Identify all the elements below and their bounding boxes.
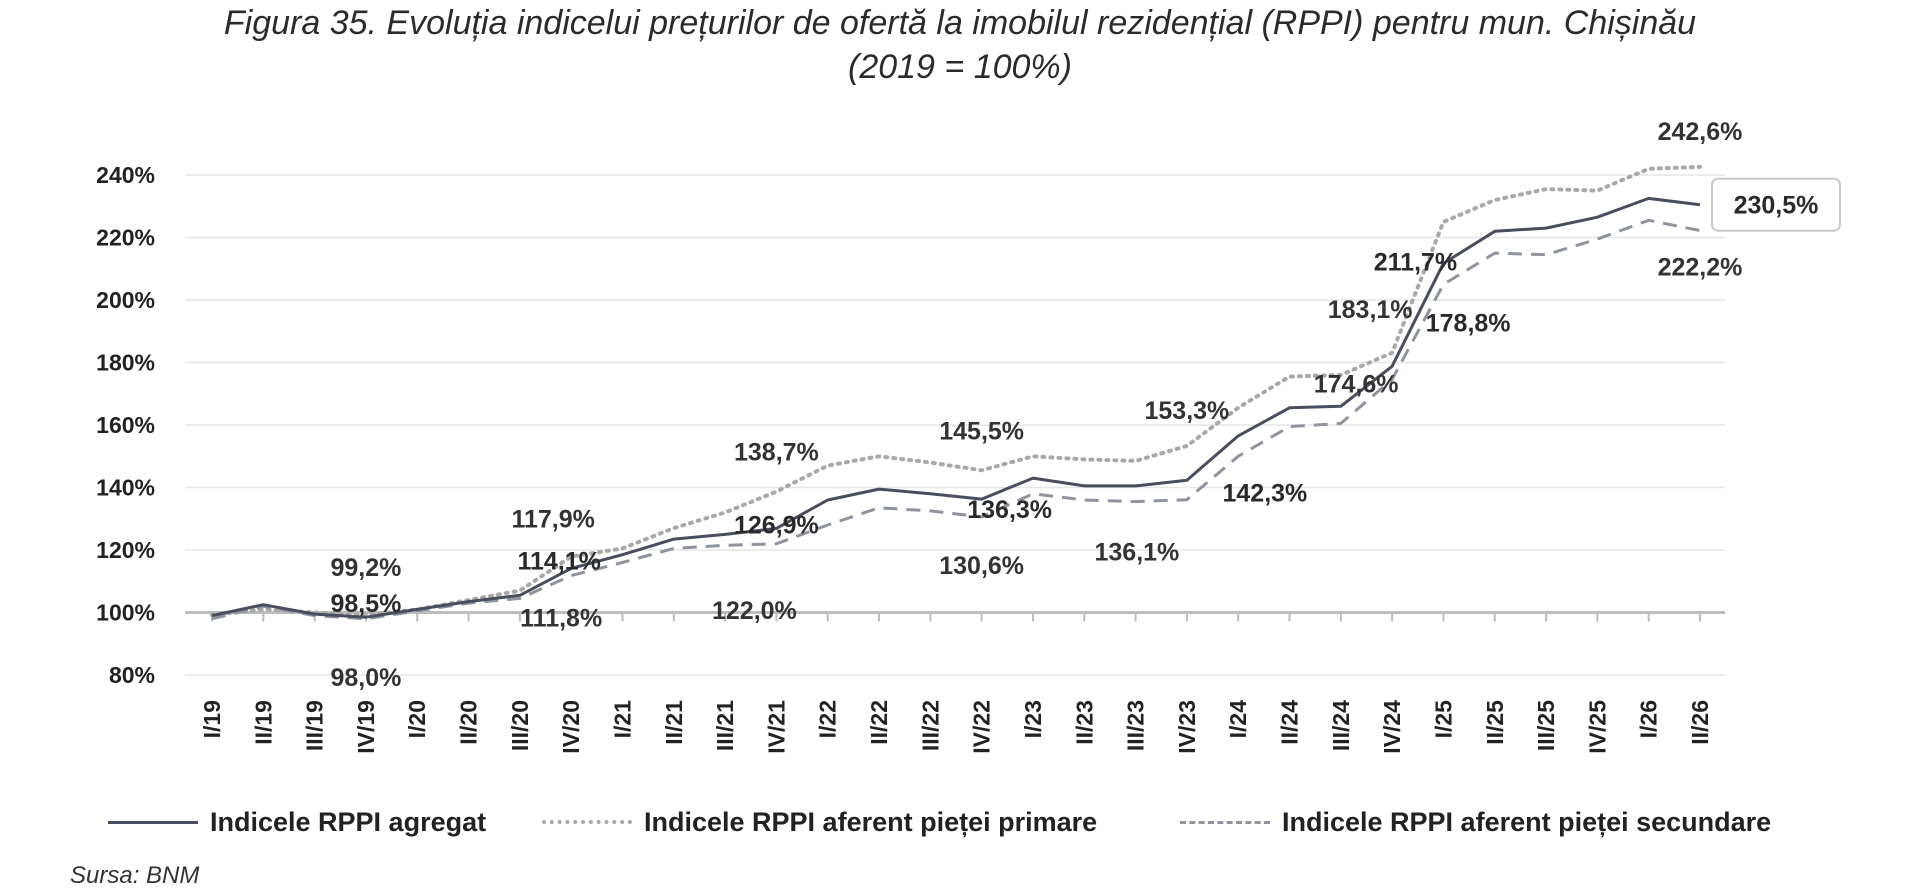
data-label: 98,5% bbox=[330, 590, 401, 618]
x-tick-label: III/23 bbox=[1123, 700, 1149, 751]
series-line-aggregate bbox=[211, 196, 1701, 619]
y-tick-label: 180% bbox=[96, 350, 155, 376]
y-tick-label: 200% bbox=[96, 287, 155, 313]
y-tick-label: 120% bbox=[96, 537, 155, 563]
x-tick-label: IV/21 bbox=[763, 700, 789, 754]
data-label: 130,6% bbox=[939, 552, 1024, 580]
chart-legend: Indicele RPPI agregat Indicele RPPI afer… bbox=[0, 802, 1920, 842]
x-tick-label: III/25 bbox=[1533, 700, 1559, 751]
source-note: Sursa: BNM bbox=[70, 862, 200, 889]
x-tick-label: I/24 bbox=[1225, 700, 1251, 739]
data-label: 178,8% bbox=[1426, 309, 1511, 337]
data-label: 114,1% bbox=[517, 547, 600, 575]
y-tick-label: 140% bbox=[96, 475, 155, 501]
x-tick-label: IV/25 bbox=[1584, 700, 1610, 754]
x-tick-label: II/25 bbox=[1482, 700, 1508, 745]
legend-label-aggregate: Indicele RPPI agregat bbox=[210, 806, 487, 837]
data-label: 145,5% bbox=[939, 417, 1024, 445]
legend-item-primary: Indicele RPPI aferent pieței primare bbox=[542, 802, 1097, 842]
data-label: 122,0% bbox=[712, 597, 797, 625]
legend-swatch-aggregate bbox=[108, 820, 198, 824]
x-tick-label: IV/22 bbox=[969, 700, 995, 754]
x-tick-label: I/19 bbox=[199, 700, 225, 738]
data-label: 153,3% bbox=[1144, 397, 1229, 425]
x-tick-label: IV/23 bbox=[1174, 700, 1200, 754]
legend-item-aggregate: Indicele RPPI agregat bbox=[108, 802, 486, 842]
x-tick-label: I/22 bbox=[815, 700, 841, 738]
data-label: 222,2% bbox=[1658, 254, 1743, 282]
y-tick-label: 160% bbox=[96, 412, 155, 438]
x-tick-label: I/23 bbox=[1020, 700, 1046, 738]
x-tick-label: I/20 bbox=[404, 700, 430, 738]
data-label: 242,6% bbox=[1658, 118, 1743, 146]
data-label: 138,7% bbox=[734, 439, 819, 467]
data-label: 136,3% bbox=[967, 496, 1052, 524]
data-label: 174,6% bbox=[1314, 370, 1399, 398]
x-tick-label: I/25 bbox=[1430, 700, 1456, 739]
x-tick-label: II/22 bbox=[866, 700, 892, 745]
x-tick-label: II/24 bbox=[1277, 700, 1303, 745]
x-tick-label: IV/24 bbox=[1379, 700, 1405, 754]
y-tick-label: 80% bbox=[109, 662, 155, 688]
line-chart: 80% 100% 120% 140% 160% 180% 200% 220% 240% I/19 I… bbox=[96, 118, 1841, 754]
data-label: 211,7% bbox=[1374, 248, 1457, 276]
x-tick-label: III/22 bbox=[917, 700, 943, 751]
x-tick-label: II/21 bbox=[661, 700, 687, 745]
data-label: 142,3% bbox=[1222, 479, 1307, 507]
data-label: 183,1% bbox=[1328, 296, 1413, 324]
data-label-box bbox=[1711, 177, 1841, 232]
data-label: 117,9% bbox=[511, 506, 594, 534]
x-tick-label: IV/20 bbox=[558, 700, 584, 754]
y-tick-label: 240% bbox=[96, 162, 155, 188]
x-tick-label: I/21 bbox=[609, 700, 635, 739]
x-tick-label: II/23 bbox=[1071, 700, 1097, 745]
x-tick-label: II/26 bbox=[1687, 700, 1713, 745]
chart-subtitle: (2019 = 100%) bbox=[848, 48, 1072, 86]
legend-label-secondary: Indicele RPPI aferent pieței secundare bbox=[1282, 806, 1772, 837]
series-line-secondary bbox=[211, 218, 1701, 621]
data-label: 126,9% bbox=[734, 511, 819, 539]
y-tick-label: 220% bbox=[96, 225, 155, 251]
legend-swatch-secondary bbox=[1180, 820, 1270, 824]
x-tick-label: III/20 bbox=[507, 700, 533, 751]
x-tick-label: III/24 bbox=[1328, 700, 1354, 751]
x-tick-label: II/19 bbox=[250, 700, 276, 745]
x-tick-label: III/21 bbox=[712, 700, 738, 751]
data-label: 99,2% bbox=[330, 554, 401, 582]
x-tick-label: IV/19 bbox=[353, 700, 379, 754]
data-label: 230,5% bbox=[1734, 192, 1819, 220]
legend-swatch-primary bbox=[542, 820, 632, 824]
x-tick-label: II/20 bbox=[456, 700, 482, 745]
y-tick-label: 100% bbox=[96, 600, 155, 626]
data-label: 111,8% bbox=[520, 605, 602, 633]
chart-title: Figura 35. Evoluția indicelui prețurilor… bbox=[223, 4, 1697, 42]
x-tick-label: III/19 bbox=[302, 700, 328, 751]
legend-label-primary: Indicele RPPI aferent pieței primare bbox=[644, 806, 1098, 837]
x-tick-label: I/26 bbox=[1636, 700, 1662, 738]
data-label: 136,1% bbox=[1094, 539, 1179, 567]
data-label: 98,0% bbox=[330, 664, 401, 692]
legend-item-secondary: Indicele RPPI aferent pieței secundare bbox=[1180, 802, 1771, 842]
series-line-primary bbox=[210, 164, 1702, 617]
